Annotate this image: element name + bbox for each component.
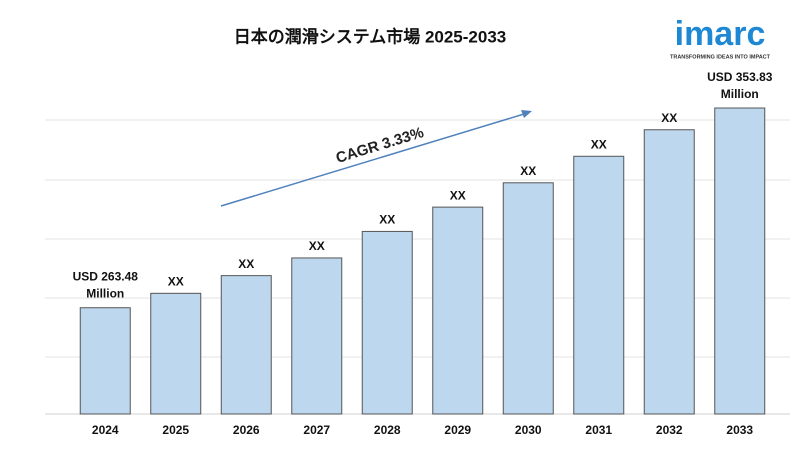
x-tick-label: 2033 — [726, 423, 753, 437]
bar — [714, 107, 766, 415]
x-tick-label: 2024 — [92, 423, 119, 437]
value-label: XX — [309, 239, 325, 253]
x-tick-label: 2028 — [374, 423, 401, 437]
bar — [79, 307, 131, 415]
arrow-head — [521, 110, 532, 118]
value-label: XX — [238, 257, 254, 271]
value-label: XX — [450, 188, 466, 202]
value-label: XX — [520, 164, 536, 178]
value-label: XX — [661, 111, 677, 125]
x-tick-label: 2030 — [515, 423, 542, 437]
arrow-line — [220, 113, 525, 207]
value-label: USD 263.48 Million — [73, 270, 139, 301]
bar — [573, 155, 625, 415]
chart-title: 日本の潤滑システム市場 2025-2033 — [234, 26, 507, 46]
bar — [291, 257, 343, 415]
bar — [220, 275, 272, 415]
x-tick-label: 2027 — [303, 423, 330, 437]
bar — [643, 129, 695, 415]
bar — [432, 206, 484, 415]
bar — [502, 182, 554, 415]
logo-tagline: TRANSFORMING IDEAS INTO IMPACT — [670, 54, 771, 60]
x-tick-label: 2025 — [162, 423, 189, 437]
logo: imarc TRANSFORMING IDEAS INTO IMPACT — [670, 15, 771, 60]
logo-name: imarc — [675, 15, 766, 53]
value-label: USD 353.83 Million — [707, 70, 773, 101]
bar — [361, 230, 413, 415]
value-label: XX — [168, 274, 184, 288]
value-label: XX — [379, 213, 395, 227]
value-label: XX — [591, 137, 607, 151]
bar — [150, 292, 202, 415]
x-tick-label: 2026 — [233, 423, 260, 437]
x-tick-label: 2031 — [585, 423, 612, 437]
x-tick-label: 2029 — [444, 423, 471, 437]
x-tick-label: 2032 — [656, 423, 683, 437]
